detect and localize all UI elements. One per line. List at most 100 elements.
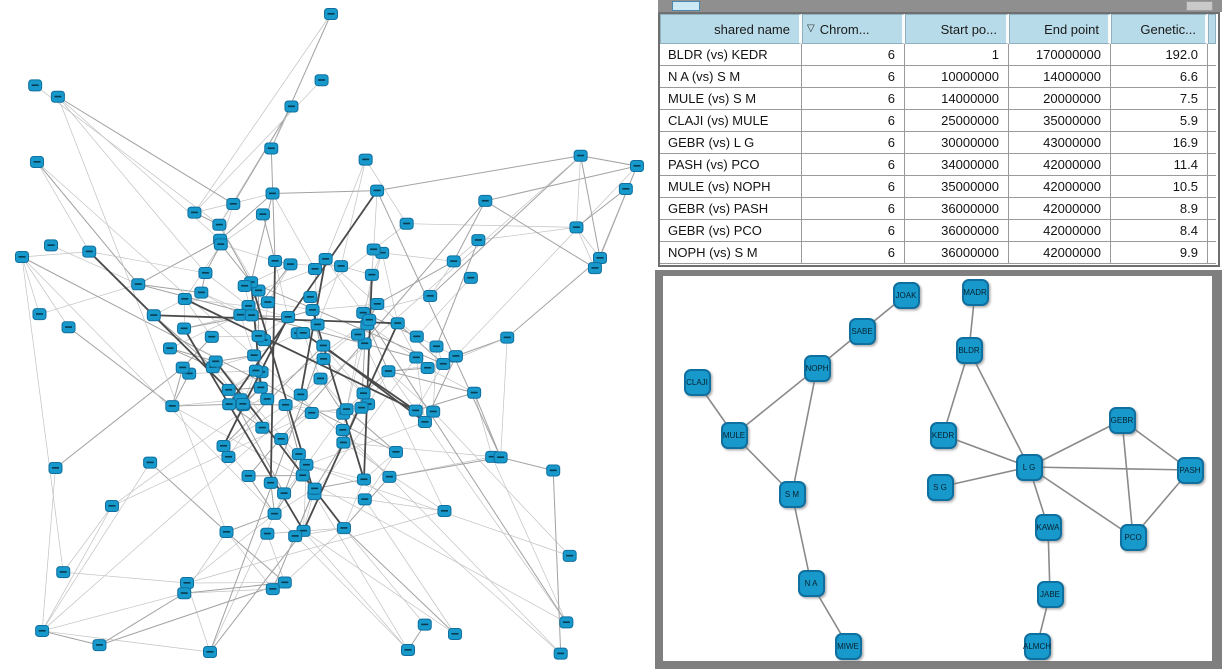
overview-node-label xyxy=(394,322,402,324)
table-cell-value[interactable]: 42000000 xyxy=(1009,242,1111,264)
column-header-chromosome[interactable]: ▽ Chrom... xyxy=(802,14,905,44)
table-cell-value[interactable]: 6 xyxy=(802,88,905,110)
network-edge-BLDR-LG[interactable] xyxy=(968,349,1030,468)
table-cell-shared-name[interactable]: GEBR (vs) PCO xyxy=(660,220,802,242)
table-cell-value[interactable]: 42000000 xyxy=(1009,198,1111,220)
overview-edge xyxy=(215,361,307,466)
table-cell-value[interactable]: 170000000 xyxy=(1009,44,1111,66)
table-cell-shared-name[interactable]: MULE (vs) S M xyxy=(660,88,802,110)
table-cell-value[interactable]: 36000000 xyxy=(905,198,1009,220)
network-node-GEBR[interactable]: GEBR xyxy=(1108,406,1136,434)
table-cell-shared-name[interactable]: N A (vs) S M xyxy=(660,66,802,88)
network-node-ALMCH[interactable]: ALMCH xyxy=(1023,632,1051,660)
scrollbar-end-button[interactable] xyxy=(1186,1,1213,11)
column-header-start-point[interactable]: Start po... xyxy=(905,14,1009,44)
column-header-genetic[interactable]: Genetic... xyxy=(1111,14,1208,44)
scrollbar-thumb[interactable] xyxy=(672,1,700,11)
table-cell-value[interactable]: 30000000 xyxy=(905,132,1009,154)
table-cell-shared-name[interactable]: BLDR (vs) KEDR xyxy=(660,44,802,66)
table-cell-value[interactable]: 42000000 xyxy=(1009,220,1111,242)
table-cell-value[interactable]: 25000000 xyxy=(905,110,1009,132)
table-cell-value[interactable]: 36000000 xyxy=(905,242,1009,264)
network-detail-canvas[interactable]: JOAK SABE NOPH CLAJI MULE S M N A MIWE MADR BLDR K… xyxy=(663,276,1212,661)
network-edge-LG-GEBR[interactable] xyxy=(1028,419,1123,468)
network-edge-KEDR-LG[interactable] xyxy=(942,434,1030,468)
network-node-MULE[interactable]: MULE xyxy=(720,421,748,449)
network-node-KEDR[interactable]: KEDR xyxy=(929,421,957,449)
table-cell-value[interactable]: 8.9 xyxy=(1111,198,1208,220)
network-node-CLAJI[interactable]: CLAJI xyxy=(683,368,711,396)
table-cell-value[interactable]: 6 xyxy=(802,220,905,242)
table-cell-value[interactable]: 1 xyxy=(905,44,1009,66)
overview-node-label xyxy=(503,336,511,339)
table-cell-shared-name[interactable]: NOPH (vs) S M xyxy=(660,242,802,264)
network-node-MADR[interactable]: MADR xyxy=(961,278,989,306)
network-node-NA[interactable]: N A xyxy=(797,569,825,597)
overview-edge xyxy=(506,257,601,338)
network-edge-SM-NA[interactable] xyxy=(791,493,812,584)
network-edge-LG-PASH[interactable] xyxy=(1028,466,1191,471)
column-header-shared-name[interactable]: shared name xyxy=(660,14,802,44)
table-cell-value[interactable]: 34000000 xyxy=(905,154,1009,176)
network-edge-NOPH-MULE[interactable] xyxy=(733,367,818,436)
network-node-SABE[interactable]: SABE xyxy=(848,317,876,345)
table-cell-shared-name[interactable]: MULE (vs) NOPH xyxy=(660,176,802,198)
overview-node-label xyxy=(245,474,253,477)
network-edge-GEBR-PCO[interactable] xyxy=(1121,419,1134,538)
table-cell-value[interactable]: 6 xyxy=(802,242,905,264)
network-overview-canvas[interactable] xyxy=(0,0,655,669)
network-node-SG[interactable]: S G xyxy=(926,473,954,501)
table-cell-value[interactable]: 6 xyxy=(802,132,905,154)
network-node-BLDR[interactable]: BLDR xyxy=(955,336,983,364)
table-cell-shared-name[interactable]: GEBR (vs) PASH xyxy=(660,198,802,220)
network-edge-SG-LG[interactable] xyxy=(939,466,1030,488)
network-node-LG[interactable]: L G xyxy=(1015,453,1043,481)
table-cell-value[interactable]: 10000000 xyxy=(905,66,1009,88)
overview-edge xyxy=(223,404,286,447)
table-cell-shared-name[interactable]: GEBR (vs) L G xyxy=(660,132,802,154)
network-node-JOAK[interactable]: JOAK xyxy=(892,281,920,309)
network-edge-LG-PCO[interactable] xyxy=(1028,466,1134,538)
network-overview-panel[interactable] xyxy=(0,0,655,669)
table-cell-value[interactable]: 36000000 xyxy=(905,220,1009,242)
table-cell-value[interactable]: 7.5 xyxy=(1111,88,1208,110)
table-cell-shared-name[interactable]: PASH (vs) PCO xyxy=(660,154,802,176)
network-node-PCO[interactable]: PCO xyxy=(1119,523,1147,551)
table-cell-value[interactable]: 8.4 xyxy=(1111,220,1208,242)
table-cell-value[interactable]: 6 xyxy=(802,110,905,132)
network-node-MIWE[interactable]: MIWE xyxy=(834,632,862,660)
network-node-NOPH[interactable]: NOPH xyxy=(803,354,831,382)
network-node-SM[interactable]: S M xyxy=(778,480,806,508)
table-cell-value[interactable]: 6 xyxy=(802,176,905,198)
table-cell-value[interactable]: 6 xyxy=(802,198,905,220)
table-cell-value[interactable]: 9.9 xyxy=(1111,242,1208,264)
table-cell-value[interactable]: 16.9 xyxy=(1111,132,1208,154)
network-node-PASH[interactable]: PASH xyxy=(1176,456,1204,484)
table-horizontal-scrollbar[interactable] xyxy=(658,0,1222,12)
table-cell-value[interactable]: 6 xyxy=(802,44,905,66)
table-cell-value[interactable]: 14000000 xyxy=(905,88,1009,110)
table-cell-value[interactable]: 6 xyxy=(802,154,905,176)
network-node-KAWA[interactable]: KAWA xyxy=(1034,513,1062,541)
table-cell-value[interactable]: 14000000 xyxy=(1009,66,1111,88)
table-cell-value[interactable]: 42000000 xyxy=(1009,154,1111,176)
table-cell-value[interactable]: 35000000 xyxy=(1009,110,1111,132)
table-cell-value[interactable]: 35000000 xyxy=(905,176,1009,198)
network-node-JABE[interactable]: JABE xyxy=(1036,580,1064,608)
table-cell-value[interactable]: 192.0 xyxy=(1111,44,1208,66)
column-header-end-point[interactable]: End point xyxy=(1009,14,1111,44)
table-cell-value[interactable]: 10.5 xyxy=(1111,176,1208,198)
network-edge-BLDR-KEDR[interactable] xyxy=(942,349,970,436)
table-cell-shared-name[interactable]: CLAJI (vs) MULE xyxy=(660,110,802,132)
overview-node-label xyxy=(426,295,434,297)
table-cell-value[interactable]: 11.4 xyxy=(1111,154,1208,176)
table-cell-value[interactable]: 42000000 xyxy=(1009,176,1111,198)
table-cell-value[interactable]: 6.6 xyxy=(1111,66,1208,88)
table-cell-value[interactable]: 20000000 xyxy=(1009,88,1111,110)
table-cell-value[interactable]: 6 xyxy=(802,66,905,88)
network-detail-panel[interactable]: JOAK SABE NOPH CLAJI MULE S M N A MIWE MADR BLDR K… xyxy=(655,270,1222,669)
table-cell-value[interactable]: 43000000 xyxy=(1009,132,1111,154)
network-edge-NOPH-SM[interactable] xyxy=(791,367,818,495)
filter-icon[interactable]: ▽ xyxy=(807,22,815,34)
table-cell-value[interactable]: 5.9 xyxy=(1111,110,1208,132)
